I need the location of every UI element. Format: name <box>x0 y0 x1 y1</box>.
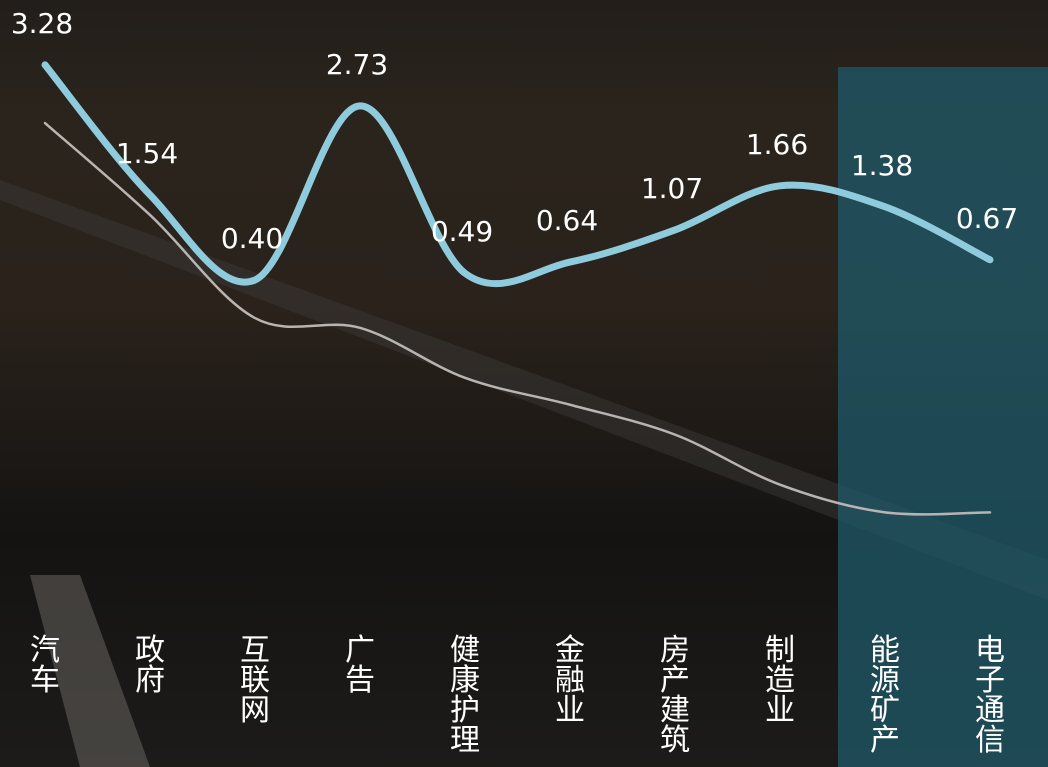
line <box>43 121 992 516</box>
data-label: 0.49 <box>431 215 493 248</box>
data-label: 0.40 <box>221 222 283 255</box>
line <box>41 61 994 288</box>
data-label: 1.07 <box>641 172 703 205</box>
highlight-band <box>838 67 1048 767</box>
data-label: 1.66 <box>746 128 808 161</box>
x-tick-label: 电子通信 <box>975 633 1005 758</box>
x-tick-label: 能源矿产 <box>870 633 900 758</box>
x-tick-label: 房产建筑 <box>660 633 690 758</box>
x-tick-label: 广告 <box>345 633 375 698</box>
x-tick-label: 健康护理 <box>450 633 480 758</box>
data-label: 0.67 <box>956 202 1018 235</box>
data-label: 0.64 <box>536 204 598 237</box>
x-tick-label: 制造业 <box>765 633 795 728</box>
data-label: 2.73 <box>326 48 388 81</box>
data-label: 1.54 <box>116 137 178 170</box>
x-tick-label: 政府 <box>135 633 165 698</box>
road-marking <box>30 575 150 767</box>
x-tick-label: 汽车 <box>30 633 60 698</box>
x-tick-label: 互联网 <box>240 633 270 728</box>
data-label: 1.38 <box>851 149 913 182</box>
x-tick-label: 金融业 <box>555 633 585 728</box>
road-edge <box>0 180 1048 600</box>
data-label: 3.28 <box>11 7 73 40</box>
